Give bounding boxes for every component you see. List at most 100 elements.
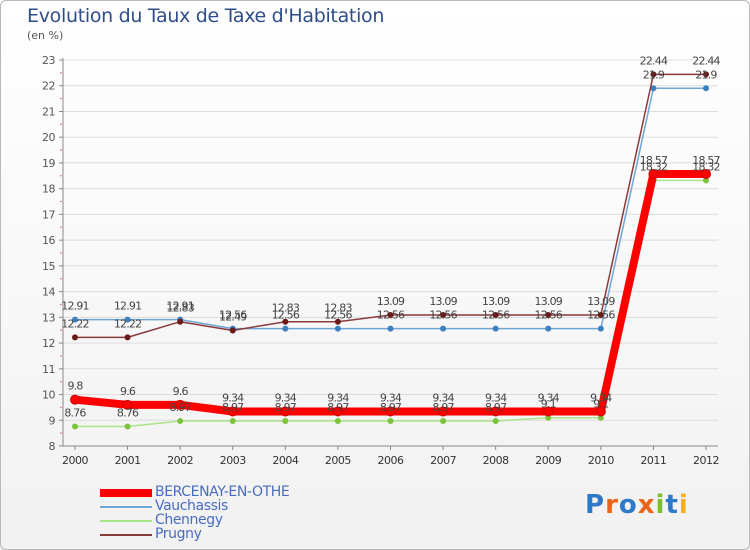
x-tick-label: 2007: [430, 454, 456, 467]
x-tick-label: 2005: [325, 454, 351, 467]
data-label: 9.34: [327, 392, 349, 405]
logo-letter: i: [678, 490, 689, 520]
logo-letter: P: [585, 490, 606, 520]
data-label: 13.09: [377, 295, 405, 308]
x-tick-label: 2008: [483, 454, 509, 467]
y-tick-label: 12: [42, 337, 55, 350]
y-minor-tick: [60, 303, 62, 306]
y-minor-tick: [60, 278, 62, 280]
data-point: [175, 399, 186, 410]
data-point: [490, 406, 501, 417]
y-tick-label: 17: [42, 208, 55, 221]
data-point: [648, 168, 659, 179]
data-label: 12.22: [114, 317, 142, 330]
data-label: 8.97: [485, 401, 507, 414]
data-point: [282, 418, 289, 425]
series-line-0: [74, 169, 706, 416]
x-tick-label: 2000: [62, 454, 88, 467]
data-point: [387, 312, 394, 319]
data-label: 8.97: [170, 401, 192, 414]
data-point: [650, 71, 657, 78]
y-tick-label: 11: [42, 363, 55, 376]
data-label: 12.56: [377, 309, 405, 322]
logo-letter: o: [618, 490, 638, 520]
data-point: [229, 327, 236, 334]
data-label: 21.9: [695, 68, 717, 81]
x-tick-label: 2001: [115, 454, 141, 467]
data-label: 12.56: [324, 309, 352, 322]
data-point: [440, 312, 447, 319]
y-minor-tick: [60, 72, 62, 74]
data-point: [334, 318, 341, 325]
y-minor-tick: [60, 329, 62, 331]
data-label: 8.97: [327, 401, 349, 414]
data-label: 12.56: [272, 309, 300, 322]
data-point: [440, 325, 447, 332]
data-label: 13.09: [587, 295, 615, 308]
data-label: 21.9: [643, 68, 665, 81]
series-line-1: [75, 87, 706, 330]
y-tick-label: 22: [42, 80, 55, 93]
data-label: 13.09: [535, 295, 563, 308]
logo-letter: x: [637, 490, 656, 520]
data-point: [387, 325, 394, 332]
legend-swatch: [100, 534, 152, 536]
data-point: [334, 418, 341, 425]
data-point: [440, 418, 447, 425]
data-point: [332, 406, 343, 417]
data-point: [227, 406, 238, 417]
data-label: 8.97: [222, 401, 244, 414]
chart-title: Evolution du Taux de Taxe d'Habitation: [27, 5, 385, 27]
y-tick-label: 18: [42, 183, 55, 196]
data-point: [334, 325, 341, 332]
data-label: 9.34: [485, 392, 507, 405]
data-label: 12.56: [535, 309, 563, 322]
data-label: 9.6: [120, 385, 136, 398]
data-point: [597, 312, 604, 319]
y-tick-label: 8: [49, 440, 56, 453]
data-label: 9.1: [541, 398, 556, 411]
data-point: [280, 406, 291, 417]
y-minor-tick: [60, 226, 62, 228]
data-point: [229, 418, 236, 425]
data-label: 18.32: [692, 160, 720, 173]
legend-label: BERCENAY-EN-OTHE: [155, 484, 290, 500]
x-tick-label: 2006: [378, 454, 404, 467]
legend-swatch: [100, 506, 152, 508]
x-tick-label: 2012: [693, 454, 719, 467]
y-minor-tick: [60, 149, 62, 151]
data-label: 9.34: [590, 392, 612, 405]
data-label: 12.91: [166, 300, 194, 313]
legend-swatch: [100, 520, 152, 522]
legend-swatch: [100, 489, 152, 497]
y-minor-tick: [60, 175, 62, 177]
data-point: [438, 406, 449, 417]
data-point: [597, 325, 604, 332]
logo-letter: i: [655, 490, 666, 520]
data-label: 12.83: [272, 302, 300, 315]
data-point: [385, 406, 396, 417]
legend-label: Chennegy: [155, 512, 223, 528]
data-label: 8.76: [117, 406, 139, 419]
chart-unit: (en %): [27, 29, 64, 42]
y-tick-label: 15: [42, 260, 55, 273]
data-label: 13.09: [429, 295, 457, 308]
data-label: 12.91: [61, 300, 89, 313]
data-point: [72, 423, 78, 430]
data-point: [703, 85, 709, 92]
y-tick-label: 20: [42, 131, 55, 144]
proxiti-logo: Proxiti: [585, 490, 689, 520]
data-point: [595, 406, 606, 417]
y-minor-tick: [60, 432, 62, 434]
data-point: [124, 316, 131, 323]
data-label: 12.83: [324, 302, 352, 315]
y-tick-label: 23: [42, 54, 55, 67]
data-point: [650, 85, 657, 92]
data-point: [72, 316, 78, 323]
data-label: 12.91: [114, 300, 142, 313]
x-tick-label: 2003: [220, 454, 246, 467]
data-label: 12.56: [219, 309, 247, 322]
data-label: 22.44: [640, 54, 668, 67]
data-label: 9.34: [538, 392, 560, 405]
legend-label: Vauchassis: [155, 498, 228, 514]
